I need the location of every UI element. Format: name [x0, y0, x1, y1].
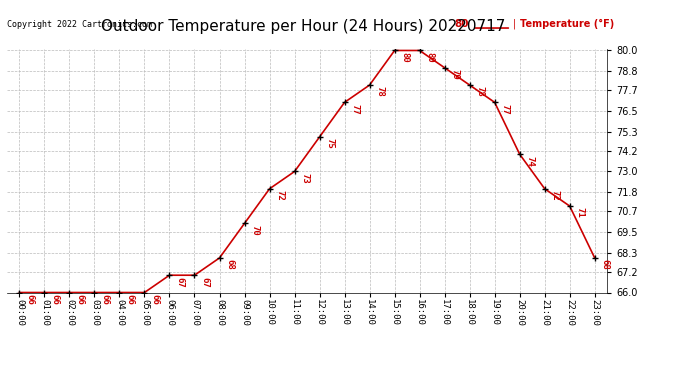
- Text: 70: 70: [250, 225, 259, 236]
- Point: [389, 48, 400, 54]
- Text: 74: 74: [525, 156, 534, 166]
- Text: 66: 66: [75, 294, 84, 304]
- Point: [89, 290, 100, 296]
- Text: 72: 72: [550, 190, 559, 201]
- Text: 78: 78: [475, 87, 484, 97]
- Point: [214, 255, 225, 261]
- Point: [464, 82, 475, 88]
- Point: [289, 168, 300, 174]
- Text: 66: 66: [100, 294, 109, 304]
- Point: [564, 203, 575, 209]
- Point: [114, 290, 125, 296]
- Text: 66: 66: [50, 294, 59, 304]
- Text: 75: 75: [325, 138, 334, 149]
- Point: [414, 48, 425, 54]
- Point: [364, 82, 375, 88]
- Point: [39, 290, 50, 296]
- Point: [14, 290, 25, 296]
- Text: 80: 80: [425, 52, 434, 63]
- Text: 80: 80: [400, 52, 409, 63]
- Text: |: |: [513, 19, 515, 29]
- Text: 77: 77: [350, 104, 359, 114]
- Text: 79: 79: [450, 69, 459, 80]
- Text: 67: 67: [175, 277, 184, 287]
- Point: [139, 290, 150, 296]
- Text: Copyright 2022 Cartronics.com: Copyright 2022 Cartronics.com: [7, 20, 152, 29]
- Point: [439, 65, 450, 71]
- Point: [489, 99, 500, 105]
- Point: [339, 99, 350, 105]
- Text: 68: 68: [600, 260, 609, 270]
- Point: [539, 186, 550, 192]
- Point: [514, 151, 525, 157]
- Text: 78: 78: [375, 87, 384, 97]
- Text: 77: 77: [500, 104, 509, 114]
- Point: [589, 255, 600, 261]
- Point: [264, 186, 275, 192]
- Text: 66: 66: [25, 294, 34, 304]
- Point: [314, 134, 325, 140]
- Text: Temperature (°F): Temperature (°F): [520, 19, 614, 29]
- Text: 73: 73: [300, 173, 309, 184]
- Point: [64, 290, 75, 296]
- Text: Outdoor Temperature per Hour (24 Hours) 20220717: Outdoor Temperature per Hour (24 Hours) …: [101, 19, 506, 34]
- Text: 66: 66: [125, 294, 134, 304]
- Text: 72: 72: [275, 190, 284, 201]
- Point: [189, 272, 200, 278]
- Text: 66: 66: [150, 294, 159, 304]
- Text: 67: 67: [200, 277, 209, 287]
- Point: [239, 220, 250, 226]
- Point: [164, 272, 175, 278]
- Text: 71: 71: [575, 207, 584, 218]
- Text: 80: 80: [455, 19, 469, 29]
- Text: 68: 68: [225, 260, 234, 270]
